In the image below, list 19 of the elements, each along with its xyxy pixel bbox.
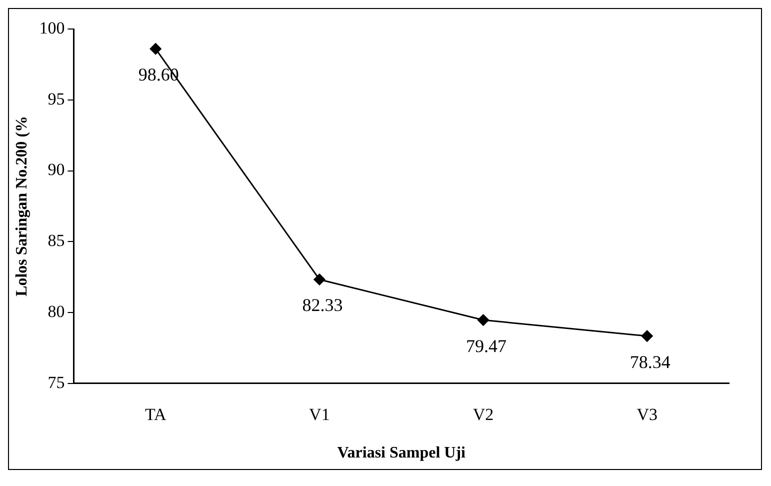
point xyxy=(641,330,653,342)
point xyxy=(314,274,326,286)
y-tick-label: 90 xyxy=(48,160,65,180)
y-tick-label: 85 xyxy=(48,231,65,250)
y-axis-title: Lolos Saringan No.200 (% xyxy=(14,116,31,296)
point xyxy=(150,43,162,55)
y-tick-label: 80 xyxy=(48,302,65,321)
data-label: 78.34 xyxy=(630,352,670,372)
y-tick-label: 95 xyxy=(48,89,65,108)
y-tick-label: 75 xyxy=(48,372,65,392)
x-tick-label: V3 xyxy=(636,405,658,424)
x-axis-title: Variasi Sampel Uji xyxy=(337,444,466,462)
x-tick-label: V2 xyxy=(472,405,494,424)
x-tick-label: V1 xyxy=(309,405,330,424)
point xyxy=(478,314,490,326)
y-tick-label: 100 xyxy=(39,18,65,38)
x-tick-label: TA xyxy=(144,405,167,424)
data-label: 82.33 xyxy=(302,295,343,316)
data-label: 79.47 xyxy=(466,336,507,356)
